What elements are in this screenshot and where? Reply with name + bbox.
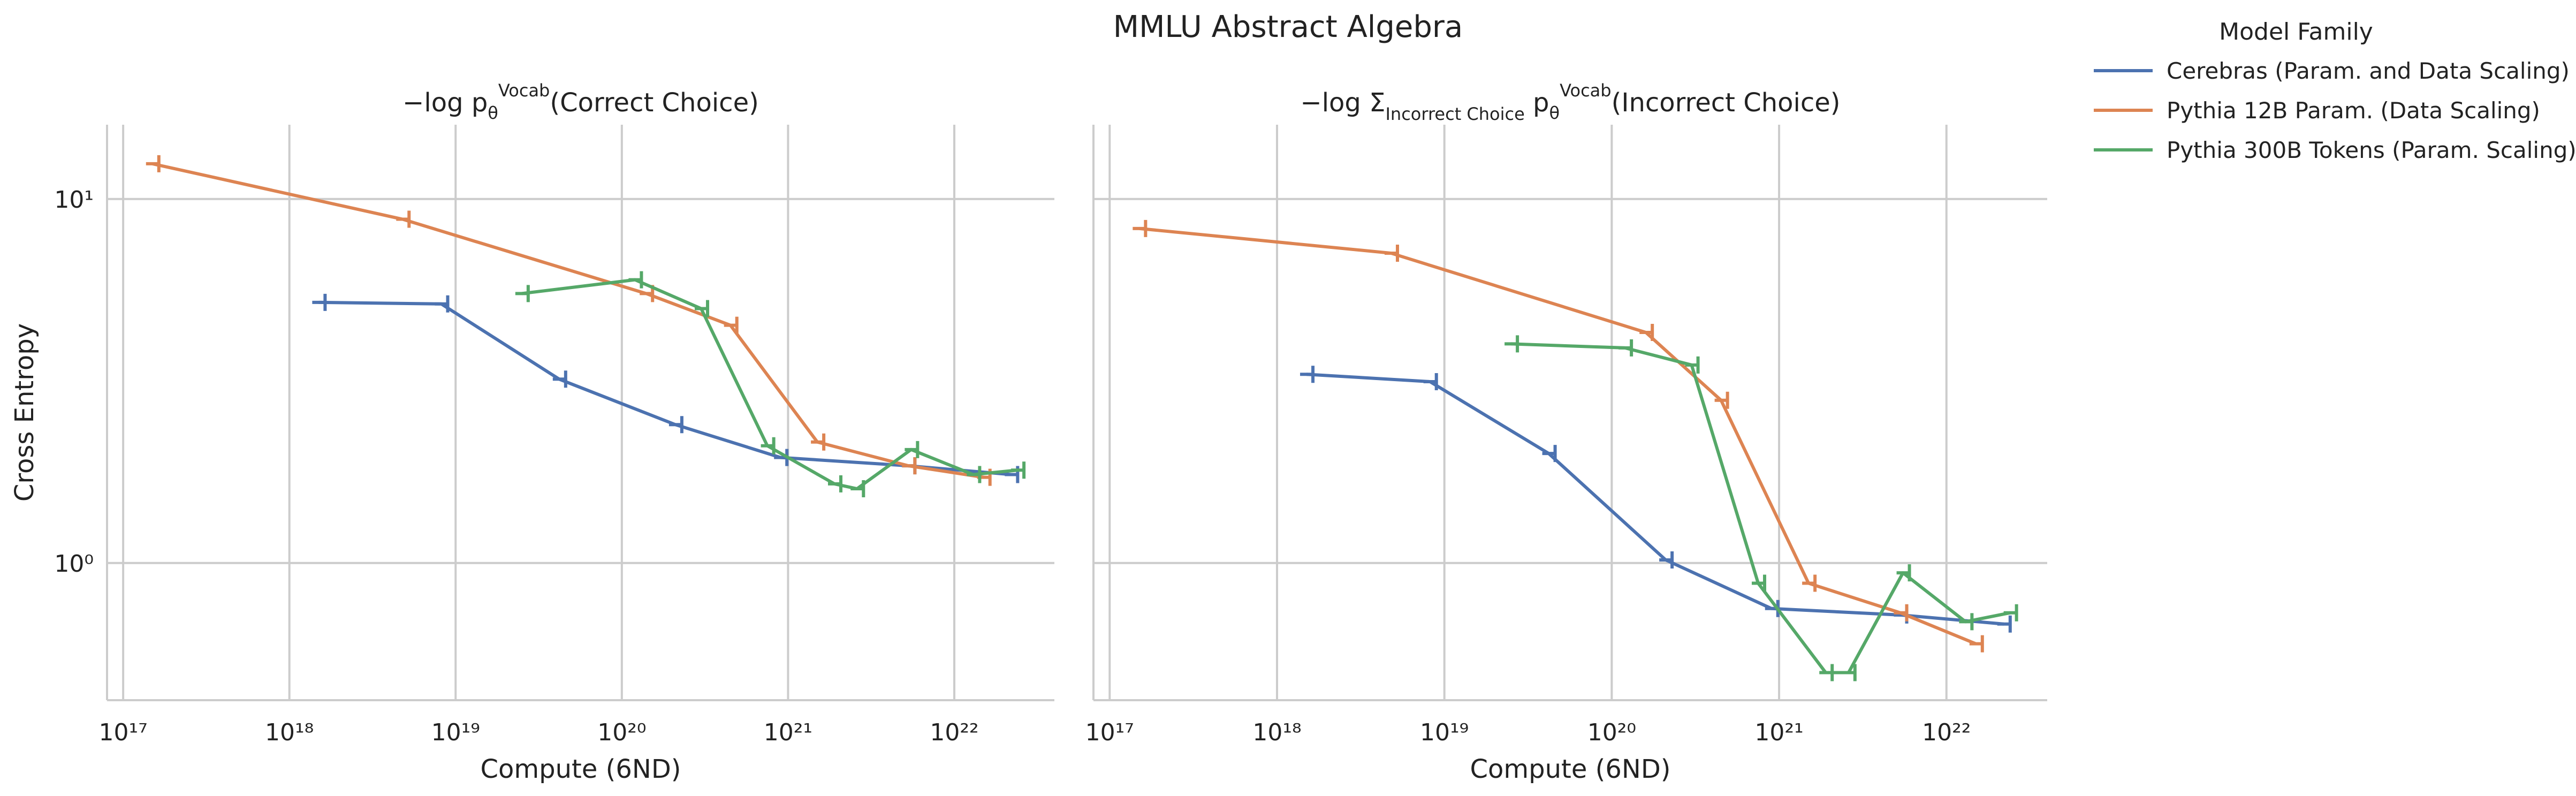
series-line-2: [1139, 226, 1977, 646]
x-tick-label: 10²⁰: [1587, 719, 1636, 746]
y-tick-label: 10¹: [54, 186, 94, 214]
x-tick-label: 10²²: [930, 719, 978, 746]
x-tick-label: 10²¹: [1754, 719, 1803, 746]
legend-swatch-pythia-300b: [2094, 148, 2153, 151]
title-part: (Incorrect Choice): [1612, 88, 1841, 118]
legend-label-cerebras: Cerebras (Param. and Data Scaling): [2167, 57, 2570, 84]
subplot-title: −log pθVocab(Correct Choice): [402, 80, 759, 123]
legend-item-pythia-300b: Pythia 300B Tokens (Param. Scaling): [2087, 130, 2576, 170]
series-line-3: [1511, 342, 2011, 674]
x-tick-label: 10¹⁸: [265, 719, 314, 746]
title-subscript: θ: [488, 103, 498, 123]
figure-title: MMLU Abstract Algebra: [1113, 10, 1463, 44]
x-tick-label: 10¹⁷: [1085, 719, 1134, 746]
x-tick-label: 10¹⁸: [1252, 719, 1301, 746]
legend-title: Model Family: [2219, 18, 2373, 46]
legend-swatch-pythia-12b: [2094, 109, 2153, 112]
legend-label-pythia-12b: Pythia 12B Param. (Data Scaling): [2167, 97, 2540, 124]
series-line-2: [152, 162, 984, 479]
subplot-title: −log ΣIncorrect Choice pθVocab(Incorrect…: [1300, 80, 1840, 124]
x-axis-label: Compute (6ND): [1470, 754, 1671, 784]
y-axis-label: Cross Entropy: [10, 323, 40, 502]
series-line-1: [1306, 373, 2004, 626]
title-part: p: [1525, 88, 1549, 118]
title-part: −log: [402, 88, 472, 118]
y-tick-label: 10⁰: [54, 550, 94, 578]
x-axis-label: Compute (6ND): [481, 754, 681, 784]
x-tick-label: 10²⁰: [597, 719, 646, 746]
title-subscript: Incorrect Choice: [1385, 104, 1524, 124]
title-part: −log Σ: [1300, 88, 1385, 118]
title-superscript: Vocab: [498, 80, 550, 101]
x-tick-label: 10²¹: [764, 719, 812, 746]
x-tick-label: 10¹⁷: [98, 719, 147, 746]
legend: Model Family Cerebras (Param. and Data S…: [2087, 18, 2576, 170]
title-part: p: [472, 88, 488, 118]
series-line-3: [521, 278, 1018, 491]
title-part: (Correct Choice): [550, 88, 758, 118]
legend-item-cerebras: Cerebras (Param. and Data Scaling): [2087, 51, 2576, 90]
x-tick-label: 10²²: [1922, 719, 1971, 746]
x-tick-label: 10¹⁹: [1420, 719, 1469, 746]
panel-1: 10¹⁷ 10¹⁸ 10¹⁹ 10²⁰ 10²¹ 10²² 10⁰ 10¹ Compute (6…: [10, 80, 1054, 784]
legend-swatch-cerebras: [2094, 69, 2153, 72]
title-superscript: Vocab: [1560, 80, 1612, 101]
panel-2: 10¹⁷ 10¹⁸ 10¹⁹ 10²⁰ 10²¹ 10²² Compute (6ND) −lo…: [1085, 80, 2047, 784]
x-tick-label: 10¹⁹: [431, 719, 480, 746]
title-subscript: θ: [1549, 103, 1560, 123]
legend-item-pythia-12b: Pythia 12B Param. (Data Scaling): [2087, 90, 2576, 130]
legend-label-pythia-300b: Pythia 300B Tokens (Param. Scaling): [2167, 137, 2576, 163]
